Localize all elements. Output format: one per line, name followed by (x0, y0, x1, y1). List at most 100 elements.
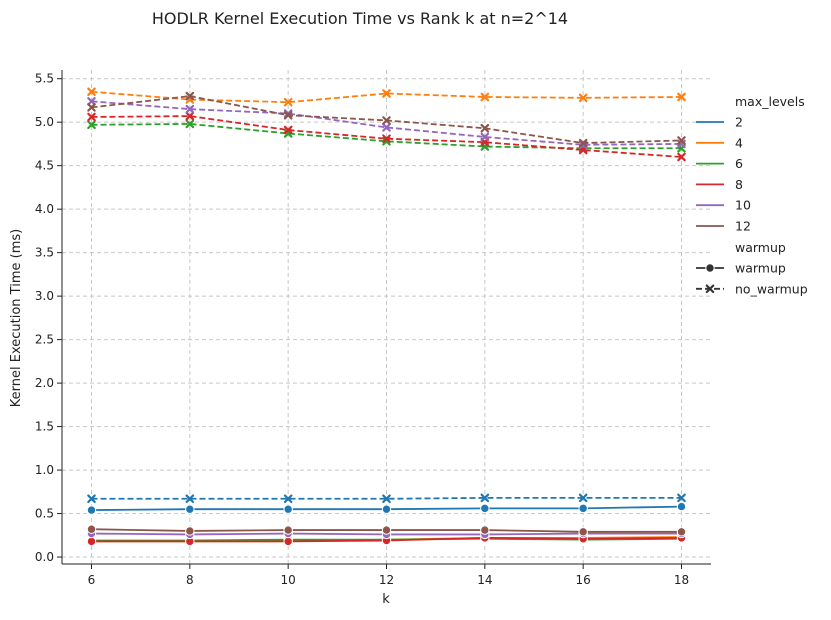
legend-marker (705, 263, 715, 273)
y-tick-label: 2.0 (35, 376, 54, 390)
legend-label: 2 (735, 115, 743, 130)
data-point (185, 494, 195, 504)
data-point (283, 97, 293, 107)
y-tick-label: 0.5 (35, 507, 54, 521)
data-point (87, 120, 96, 130)
legend-label: 10 (735, 198, 751, 213)
series-no_warmup-12 (87, 91, 686, 148)
legend-label: 12 (735, 219, 751, 234)
data-point (677, 92, 686, 102)
data-point (87, 494, 96, 504)
legend-item-max-levels: 4 (696, 135, 743, 150)
data-point (185, 119, 195, 129)
series-layer (86, 87, 687, 547)
data-point (480, 503, 490, 514)
data-point (185, 526, 195, 536)
legend-hue-title: max_levels (735, 94, 805, 109)
legend-label: 8 (735, 177, 743, 192)
data-point (480, 92, 490, 102)
x-tick-label: 12 (379, 573, 394, 587)
grid-layer (62, 70, 711, 564)
data-point (185, 111, 195, 121)
data-point (86, 536, 97, 547)
legend: max_levels warmup 2 4 6 8 10 12 warmup no_warmu… (696, 94, 808, 296)
y-tick-label: 3.0 (35, 289, 54, 303)
x-tick-label: 16 (576, 573, 591, 587)
data-point (87, 103, 96, 112)
y-tick-label: 5.5 (35, 72, 54, 86)
data-point (676, 501, 687, 512)
data-point (578, 93, 588, 103)
data-point (185, 91, 195, 101)
series-warmup-2 (86, 501, 687, 515)
data-point (283, 525, 293, 535)
data-point (185, 504, 195, 514)
legend-item-warmup: warmup (696, 261, 786, 276)
x-tick-label: 10 (281, 573, 296, 587)
data-point (677, 493, 686, 503)
data-point (381, 504, 392, 514)
data-point (480, 123, 490, 133)
x-tick-label: 6 (88, 573, 96, 587)
data-point (283, 504, 293, 514)
series-no_warmup-2 (87, 493, 686, 504)
axis-ticks: 6 8 10 12 14 16 18 0.0 0.5 1.0 1.5 2.0 2.5 3.0 3.5 4.0 4… (35, 72, 689, 587)
chart-title: HODLR Kernel Execution Time vs Rank k at… (152, 9, 568, 28)
legend-item-warmup: no_warmup (696, 281, 808, 296)
legend-item-max-levels: 2 (696, 115, 743, 130)
data-point (86, 505, 97, 515)
y-tick-label: 0.0 (35, 550, 54, 564)
legend-label: 4 (735, 135, 743, 150)
y-tick-label: 4.0 (35, 202, 54, 216)
data-point (578, 138, 588, 148)
data-point (382, 89, 391, 98)
legend-style-title: warmup (735, 240, 786, 255)
legend-item-max-levels: 12 (696, 219, 751, 234)
data-point (578, 503, 588, 514)
legend-label: no_warmup (735, 281, 808, 296)
data-point (87, 87, 96, 97)
data-point (677, 152, 686, 162)
y-tick-label: 4.5 (35, 159, 54, 173)
x-tick-label: 14 (477, 573, 492, 587)
legend-item-max-levels: 8 (696, 177, 743, 192)
x-tick-label: 8 (186, 573, 194, 587)
data-point (677, 136, 686, 145)
data-point (382, 494, 391, 504)
data-point (283, 536, 293, 547)
x-axis-label: k (382, 592, 390, 607)
data-point (676, 527, 687, 537)
data-point (382, 116, 391, 125)
y-tick-label: 5.0 (35, 115, 54, 129)
y-axis-label: Kernel Execution Time (ms) (9, 229, 24, 407)
x-tick-label: 18 (674, 573, 689, 587)
legend-label: warmup (735, 261, 786, 276)
legend-label: 6 (735, 156, 743, 171)
data-point (283, 125, 293, 135)
data-point (283, 110, 293, 120)
data-point (480, 132, 490, 142)
data-point (381, 525, 392, 535)
data-point (87, 97, 96, 106)
y-tick-label: 1.0 (35, 463, 54, 477)
legend-item-max-levels: 6 (696, 156, 743, 171)
data-point (382, 123, 391, 132)
y-tick-label: 1.5 (35, 420, 54, 434)
y-tick-label: 3.5 (35, 246, 54, 260)
y-tick-label: 2.5 (35, 333, 54, 347)
series-warmup-12 (86, 524, 687, 537)
data-point (87, 112, 96, 122)
data-point (578, 527, 588, 537)
legend-marker (705, 284, 715, 294)
series-no_warmup-4 (87, 87, 686, 107)
data-point (578, 493, 588, 503)
data-point (185, 104, 195, 114)
data-point (86, 524, 97, 534)
data-point (480, 493, 490, 503)
data-point (283, 494, 293, 504)
data-point (382, 134, 391, 144)
data-point (480, 525, 490, 535)
legend-item-max-levels: 10 (696, 198, 751, 213)
